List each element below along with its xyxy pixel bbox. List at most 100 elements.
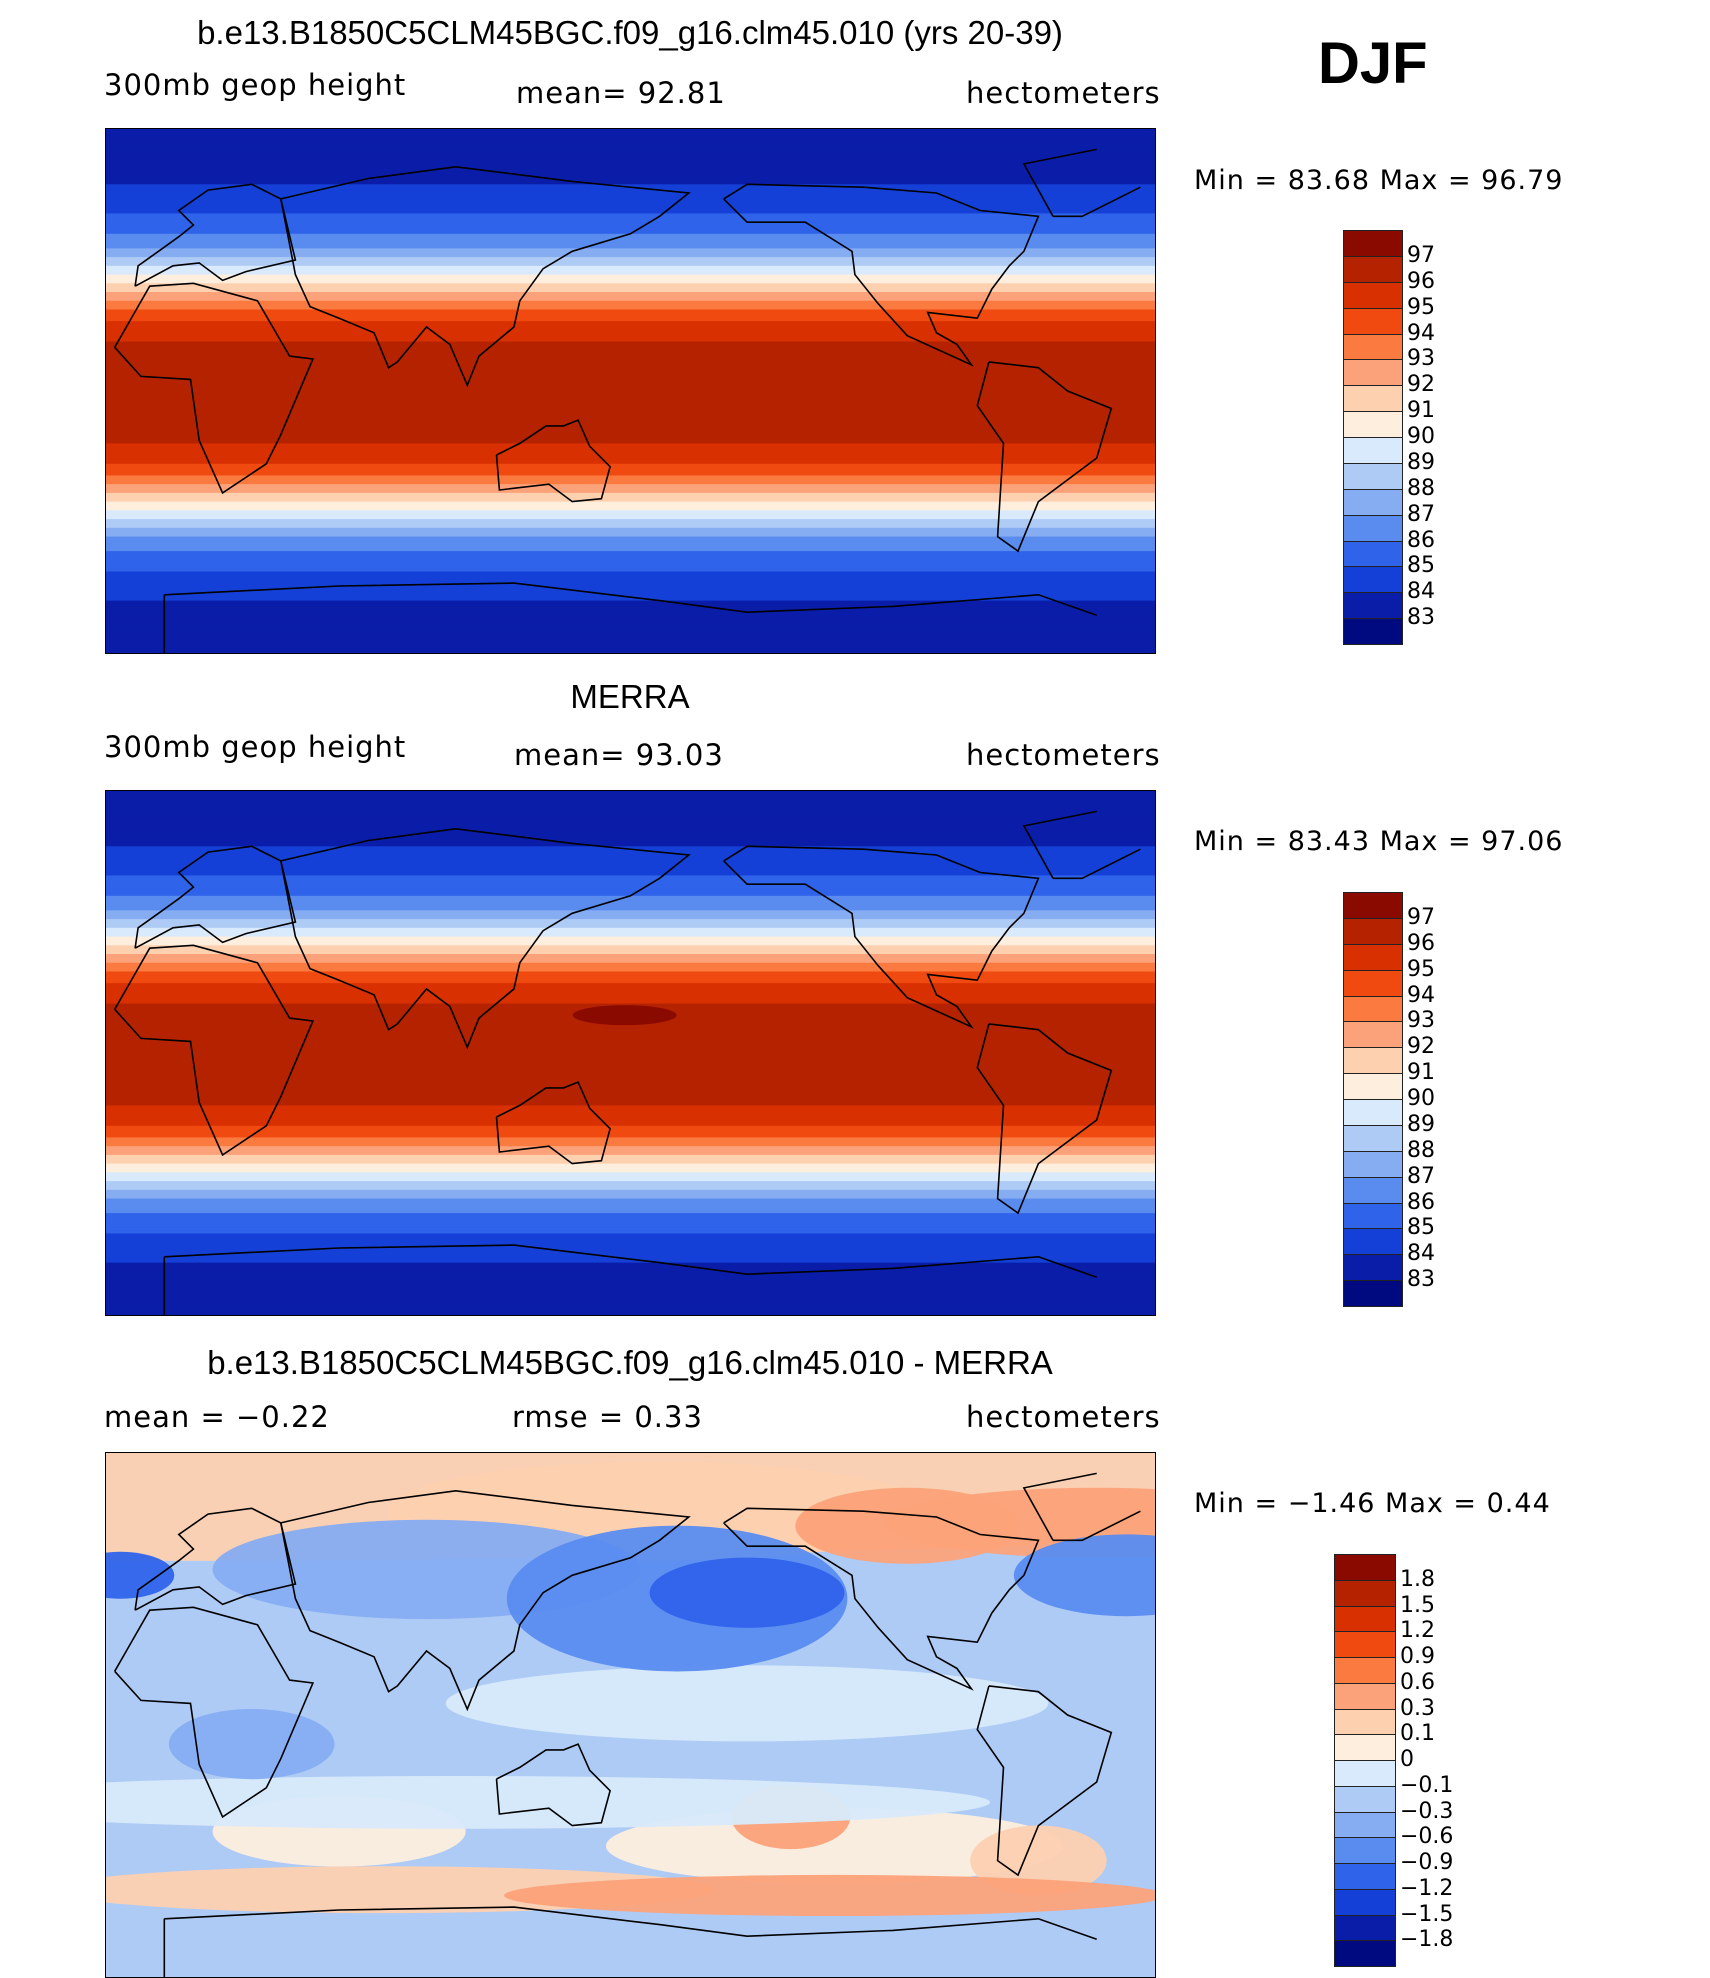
contour-band [106,1277,1155,1281]
contour-band [106,650,1155,653]
contour-band [106,318,1155,322]
colorbar-swatch [1343,1047,1403,1075]
coastline [976,361,1113,553]
colorbar-swatch [1343,514,1403,542]
contour-band [106,618,1155,622]
coastline [495,1081,611,1165]
contour-band [106,289,1155,293]
contour-band [106,919,1155,923]
contour-band [106,901,1155,906]
contour-band [106,875,1155,879]
contour-band [106,791,1155,795]
colorbar-label: −1.2 [1400,1875,1454,1901]
contour-band [106,942,1155,946]
contour-band [106,446,1155,450]
contour-band [106,977,1155,981]
contour-band [106,852,1155,856]
colorbar-label: 92 [1407,1034,1435,1060]
contour-band [106,1111,1155,1115]
contour-band [106,178,1155,182]
contour-region [504,1874,1155,1917]
contour-band [106,620,1155,625]
contour-band [106,460,1155,465]
contour-band [106,248,1155,252]
contour-band [106,983,1155,987]
colorbar-swatch [1334,1888,1396,1916]
colorbar-label: −0.1 [1400,1772,1454,1798]
contour-band [106,274,1155,279]
contour-band [106,1181,1155,1185]
contour-band [106,251,1155,255]
contour-band [106,559,1155,564]
contour-band [106,1239,1155,1243]
contour-band [106,939,1155,943]
colorbar-swatch [1343,1176,1403,1204]
contour-band [106,1134,1155,1139]
coastline [134,1507,297,1611]
contour-band [106,1166,1155,1171]
colorbar-swatch [1343,359,1403,387]
contour-band [106,1201,1155,1205]
colorbar-swatch [1334,1657,1396,1684]
contour-band [106,484,1155,488]
contour-band [106,492,1155,497]
coastline [495,419,611,503]
colorbar-label: 91 [1407,1060,1435,1086]
colorbar-label: 83 [1407,1267,1435,1293]
contour-band [106,924,1155,929]
contour-band [106,892,1155,897]
contour-band [106,399,1155,404]
contour-band [106,1274,1155,1278]
contour-band [106,545,1155,549]
contour-band [106,1282,1155,1287]
contour-band [106,190,1155,194]
colorbar-swatch [1334,1631,1396,1658]
contour-band [106,968,1155,973]
contour-band [106,956,1155,961]
colorbar-label: 83 [1407,605,1435,631]
contour-band [106,358,1155,363]
contour-band [106,1076,1155,1080]
colorbar-label: 0 [1400,1747,1414,1772]
contour-band [106,1306,1155,1310]
contour-band [106,1245,1155,1249]
contour-band [106,260,1155,264]
contour-band [106,1047,1155,1051]
contour-band [106,472,1155,477]
contour-band [106,149,1155,153]
contour-band [106,347,1155,351]
colorbar-swatch [1334,1708,1396,1736]
contour-band [106,884,1155,888]
contour-band [106,236,1155,241]
panel-2-map [105,790,1156,1316]
contour-band [106,1178,1155,1182]
contour-band [106,457,1155,462]
contour-band [106,866,1155,871]
contour-band [106,1312,1155,1315]
contour-band [106,443,1155,447]
contour-band [106,863,1155,868]
contour-band [106,568,1155,573]
contour-band [106,1122,1155,1127]
colorbar-swatch [1334,1914,1396,1942]
colorbar-label: 85 [1407,553,1435,579]
contour-band [106,324,1155,328]
contour-band [106,1221,1155,1226]
contour-band [106,428,1155,433]
contour-band [106,1242,1155,1246]
contour-band [106,326,1155,331]
contour-band [106,930,1155,935]
contour-band [106,817,1155,821]
contour-band [106,513,1155,517]
colorbar-label: 94 [1407,982,1435,1008]
panel-3-title: b.e13.B1850C5CLM45BGC.f09_g16.clm45.010 … [207,1344,1053,1381]
contour-band [106,1090,1155,1095]
panel-3-mean-label: mean = −0.22 [104,1400,330,1434]
colorbar-swatch [1343,917,1403,945]
contour-band [106,1224,1155,1229]
contour-band [106,271,1155,276]
contour-band [106,1300,1155,1304]
panel-2-min-max: Min = 83.43 Max = 97.06 [1194,826,1564,857]
contour-band [106,344,1155,348]
contour-band [106,959,1155,964]
